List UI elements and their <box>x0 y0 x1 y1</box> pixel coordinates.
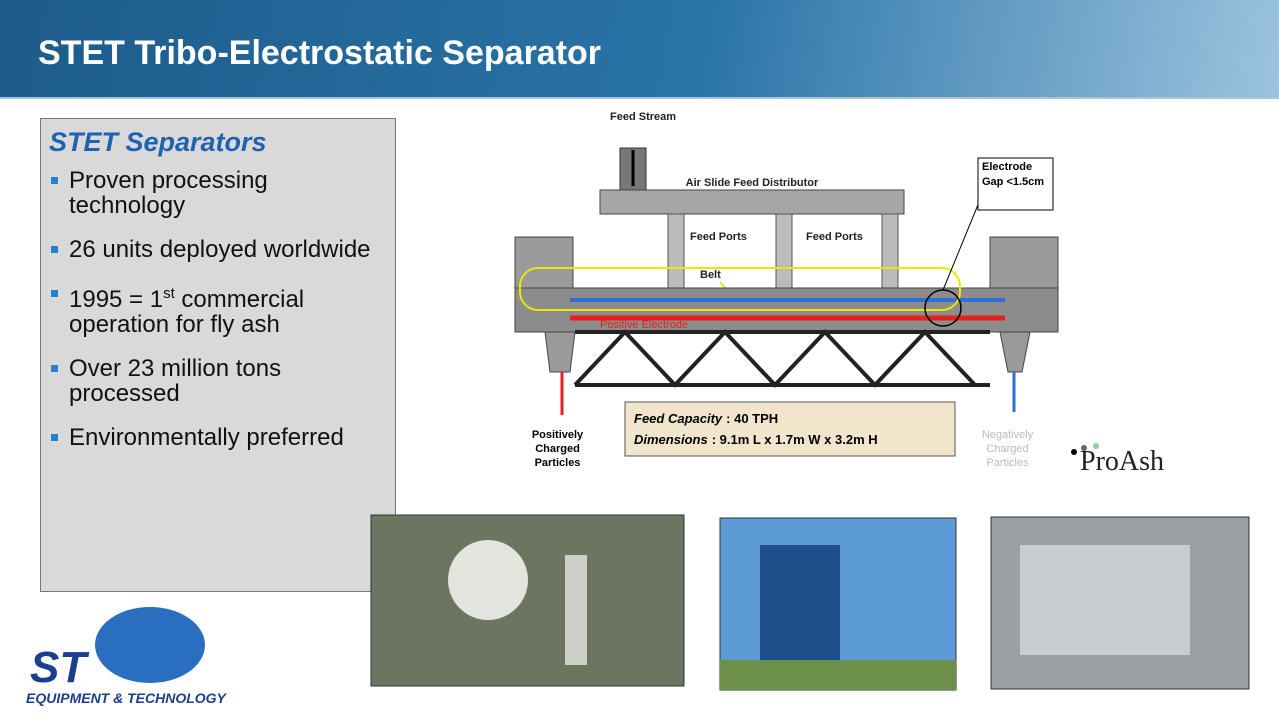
spec-label: Feed Capacity <box>634 411 723 426</box>
photo-machine <box>1020 545 1190 655</box>
gap-label: Electrode Gap <1.5cm <box>982 160 1052 190</box>
spec: Dimensions : 9.1m L x 1.7m W x 3.2m H <box>634 432 878 447</box>
gap-text-wrap: Electrode Gap <1.5cm <box>982 160 1052 210</box>
spec: Feed Capacity: 40 TPH <box>634 411 778 426</box>
gap-pointer <box>943 195 982 290</box>
positive-label: Positively Charged Particles <box>520 428 595 470</box>
photo-silo-tanks <box>760 545 840 665</box>
electrode-label: Positive Electrode <box>600 319 688 331</box>
truss <box>575 332 990 385</box>
logo-globe <box>95 607 205 683</box>
belt-label: Belt <box>700 269 721 281</box>
negative-label: Negatively Charged Particles <box>970 428 1045 470</box>
spec-label: Dimensions <box>634 432 708 447</box>
photo-plant-aerial <box>371 515 684 686</box>
pos-text-wrap: Positively Charged Particles <box>520 428 610 484</box>
feed-ports-label: Feed Ports <box>806 231 863 243</box>
distributor-label: Air Slide Feed Distributor <box>686 177 819 189</box>
photo-silo <box>565 555 587 665</box>
feed-label: Feed Stream <box>610 111 676 123</box>
logo-name: EQUIPMENT & TECHNOLOGY <box>26 690 228 706</box>
spec-value: : 9.1m L x 1.7m W x 3.2m H <box>712 432 878 447</box>
feed-ports-label: Feed Ports <box>690 231 747 243</box>
neg-text-wrap: Negatively Charged Particles <box>970 428 1060 484</box>
brand: ProAsh <box>1080 446 1164 477</box>
hopper <box>545 332 575 372</box>
brand-dot <box>1071 449 1077 455</box>
logo-mark: ST <box>30 643 89 692</box>
hopper <box>1000 332 1030 372</box>
diagram-and-photos: Feed Stream Air Slide Feed Distributor F… <box>0 0 1279 719</box>
photo-dome <box>448 540 528 620</box>
spec-value: : 40 TPH <box>726 411 778 426</box>
slide: STET Tribo-Electrostatic Separator STET … <box>0 0 1279 719</box>
distributor <box>600 190 904 214</box>
photo-grass <box>720 660 956 690</box>
